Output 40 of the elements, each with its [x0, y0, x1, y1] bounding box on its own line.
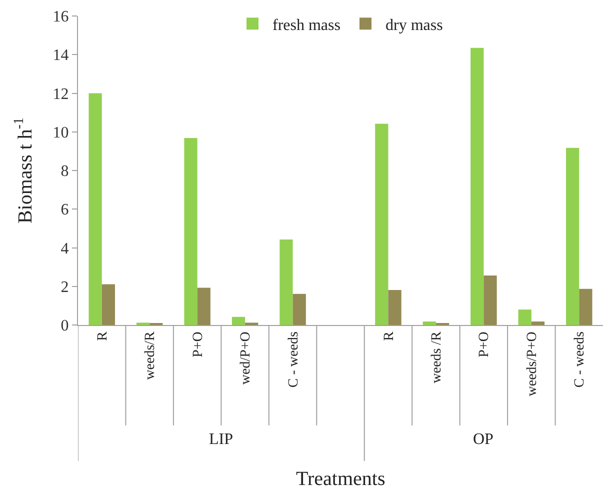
bar	[531, 322, 545, 325]
bar	[197, 288, 210, 325]
x-tick-label: C - weeds	[286, 332, 302, 388]
y-tick-label: 12	[52, 86, 69, 103]
bar	[579, 288, 592, 325]
x-tick-label: R	[95, 330, 110, 341]
x-tick-label: weeds/R	[143, 330, 158, 380]
legend-label: dry mass	[385, 16, 443, 34]
y-tick-label: 6	[60, 202, 69, 219]
bar	[518, 310, 532, 325]
y-tick-label: 14	[52, 47, 69, 64]
y-tick-label: 16	[52, 8, 69, 26]
x-axis-title: Treatments	[296, 468, 386, 490]
y-tick-label: 0	[60, 318, 69, 335]
bar	[422, 322, 436, 325]
legend-label: fresh mass	[272, 16, 340, 34]
x-tick-label: R	[382, 330, 397, 341]
bar	[388, 290, 402, 325]
bar	[88, 93, 102, 325]
x-tick-label: wed/P+O	[238, 332, 254, 385]
bar	[375, 124, 388, 325]
x-tick-label: C - weeds	[572, 332, 588, 388]
text: OP	[473, 431, 494, 448]
x-tick-label: weeds/P+O	[524, 332, 540, 396]
bar	[484, 276, 497, 325]
x-tick-label: P+O	[190, 332, 206, 358]
x-tick-label: weeds /R	[430, 330, 444, 384]
x-tick-label: P+O	[477, 332, 492, 358]
y-tick-label: 4	[60, 240, 69, 258]
y-tick-label: 10	[52, 124, 69, 142]
y-tick-label: 8	[60, 163, 69, 180]
bar	[292, 294, 306, 325]
y-tick-label: 2	[60, 278, 69, 296]
bar	[566, 148, 580, 325]
text: LIP	[209, 431, 234, 448]
bar	[280, 239, 293, 325]
bar	[232, 316, 246, 325]
bar	[184, 138, 198, 325]
bar	[470, 48, 484, 325]
bar	[102, 284, 115, 325]
